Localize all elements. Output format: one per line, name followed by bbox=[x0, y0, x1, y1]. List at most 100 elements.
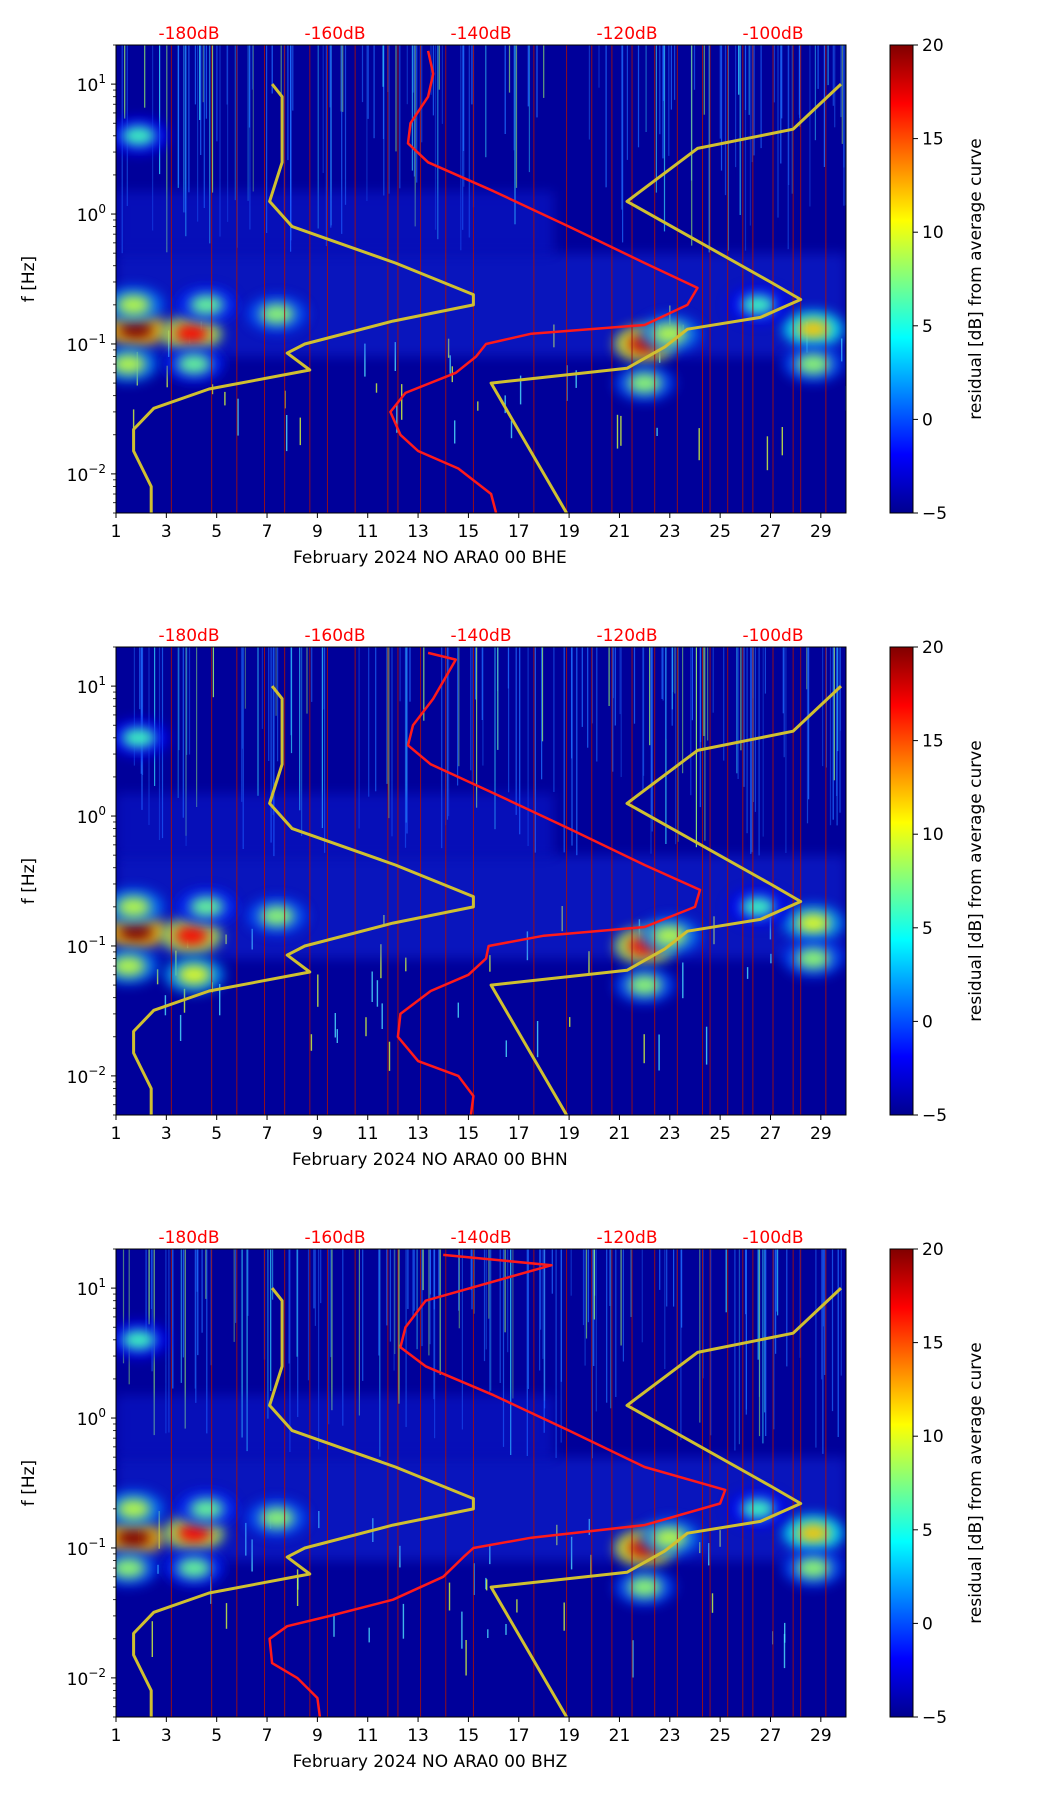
db-scale-label: -100dB bbox=[742, 1228, 803, 1248]
y-tick-label: 101 bbox=[77, 72, 106, 96]
y-tick-exponent: −2 bbox=[88, 462, 106, 476]
hotspot-8 bbox=[652, 925, 687, 946]
x-axis-label: February 2024 NO ARA0 00 BHZ bbox=[293, 1752, 568, 1772]
db-scale-label: -180dB bbox=[158, 626, 219, 646]
x-tick-label: 3 bbox=[161, 1726, 172, 1746]
x-tick-label: 27 bbox=[760, 1124, 782, 1144]
hotspot-9 bbox=[627, 1577, 662, 1598]
x-tick-label: 5 bbox=[211, 1124, 222, 1144]
y-tick-label: 100 bbox=[77, 804, 106, 828]
y-tick-label: 100 bbox=[77, 1406, 106, 1430]
hotspot-2 bbox=[116, 294, 151, 315]
noise-model-curve-2 bbox=[489, 1287, 843, 1717]
x-tick-label: 27 bbox=[760, 522, 782, 542]
hotspot-1 bbox=[174, 925, 209, 946]
streak-texture bbox=[122, 1249, 842, 1678]
colorbar-label: residual [dB] from average curve bbox=[966, 138, 986, 419]
y-axis-label: f [Hz] bbox=[19, 256, 39, 302]
psd-curve bbox=[268, 1253, 727, 1717]
colorbar-tick-label: −5 bbox=[922, 1708, 947, 1728]
plot-area bbox=[116, 45, 846, 513]
hotspot-2 bbox=[116, 896, 151, 917]
x-tick-label: 9 bbox=[312, 1726, 323, 1746]
y-tick-base: 10 bbox=[77, 1410, 99, 1430]
y-tick-base: 10 bbox=[67, 1670, 89, 1690]
y-tick-exponent: 1 bbox=[98, 72, 106, 86]
x-axis-label: February 2024 NO ARA0 00 BHE bbox=[293, 548, 567, 568]
x-tick-label: 1 bbox=[111, 1124, 122, 1144]
colorbar-tick-label: 5 bbox=[922, 1521, 933, 1541]
noise-model-curve-1 bbox=[132, 685, 475, 1115]
x-tick-label: 13 bbox=[407, 1124, 429, 1144]
x-tick-label: 17 bbox=[508, 522, 530, 542]
x-tick-label: 25 bbox=[709, 1726, 731, 1746]
x-tick-label: 11 bbox=[357, 1726, 379, 1746]
hotspot-0 bbox=[119, 319, 154, 340]
hotspot-0 bbox=[119, 921, 154, 942]
y-tick-label: 10−2 bbox=[67, 1666, 106, 1690]
hotspot-10 bbox=[796, 319, 831, 340]
x-tick-label: 29 bbox=[810, 1124, 832, 1144]
hotspot-3 bbox=[189, 896, 224, 917]
x-tick-label: 23 bbox=[659, 1124, 681, 1144]
hotspot-9 bbox=[627, 373, 662, 394]
y-tick-base: 10 bbox=[67, 938, 89, 958]
plot-frame bbox=[115, 1248, 847, 1718]
db-scale-label: -120dB bbox=[596, 24, 657, 44]
x-tick-label: 13 bbox=[407, 1726, 429, 1746]
plot-area bbox=[116, 647, 846, 1115]
y-tick-base: 10 bbox=[67, 466, 89, 486]
x-tick-label: 25 bbox=[709, 1124, 731, 1144]
hotspot-5 bbox=[116, 354, 146, 375]
y-tick-exponent: −2 bbox=[88, 1064, 106, 1078]
db-scale-label: -100dB bbox=[742, 626, 803, 646]
y-tick-exponent: −1 bbox=[88, 934, 106, 948]
hotspot-13 bbox=[121, 1329, 156, 1350]
hotspot-4 bbox=[260, 1508, 295, 1529]
x-tick-label: 15 bbox=[458, 522, 480, 542]
db-scale-label: -160dB bbox=[304, 626, 365, 646]
y-tick-label: 10−2 bbox=[67, 462, 106, 486]
colorbar-tick-label: 10 bbox=[922, 223, 944, 243]
y-axis-label: f [Hz] bbox=[19, 858, 39, 904]
noise-model-curve-2 bbox=[489, 83, 843, 513]
hotspot-8 bbox=[652, 323, 687, 344]
colorbar-tick-label: 15 bbox=[922, 732, 944, 752]
hotspot-12 bbox=[740, 896, 775, 917]
x-tick-label: 15 bbox=[458, 1726, 480, 1746]
x-tick-label: 21 bbox=[609, 1124, 631, 1144]
y-tick-label: 10−2 bbox=[67, 1064, 106, 1088]
db-scale-label: -120dB bbox=[596, 626, 657, 646]
x-tick-label: 17 bbox=[508, 1726, 530, 1746]
db-scale-label: -180dB bbox=[158, 1228, 219, 1248]
colorbar-gradient bbox=[890, 45, 913, 513]
mid-band-haze bbox=[116, 191, 554, 254]
psd-curve bbox=[389, 50, 699, 513]
x-tick-label: 7 bbox=[262, 1726, 273, 1746]
microseism-band bbox=[116, 855, 846, 959]
microseism-band bbox=[116, 253, 846, 357]
db-scale-label: -160dB bbox=[304, 1228, 365, 1248]
colorbar-tick-label: 20 bbox=[922, 1240, 944, 1260]
colorbar-tick-label: 15 bbox=[922, 130, 944, 150]
hotspot-5 bbox=[116, 1558, 146, 1579]
y-tick-base: 10 bbox=[77, 808, 99, 828]
x-tick-label: 5 bbox=[211, 1726, 222, 1746]
x-tick-label: 15 bbox=[458, 1124, 480, 1144]
y-tick-label: 10−1 bbox=[67, 934, 106, 958]
y-tick-label: 101 bbox=[77, 674, 106, 698]
x-tick-label: 1 bbox=[111, 1726, 122, 1746]
y-tick-base: 10 bbox=[77, 678, 99, 698]
colorbar-label: residual [dB] from average curve bbox=[966, 740, 986, 1021]
hotspot-1 bbox=[174, 323, 209, 344]
colorbar-tick-label: 5 bbox=[922, 919, 933, 939]
colorbar-tick-label: 0 bbox=[922, 1012, 933, 1032]
y-tick-base: 10 bbox=[77, 206, 99, 226]
x-tick-label: 19 bbox=[558, 1124, 580, 1144]
hotspot-11 bbox=[796, 354, 831, 375]
colorbar-gradient bbox=[890, 647, 913, 1115]
colorbar-tick-label: 10 bbox=[922, 1427, 944, 1447]
hotspot-4 bbox=[260, 906, 295, 927]
